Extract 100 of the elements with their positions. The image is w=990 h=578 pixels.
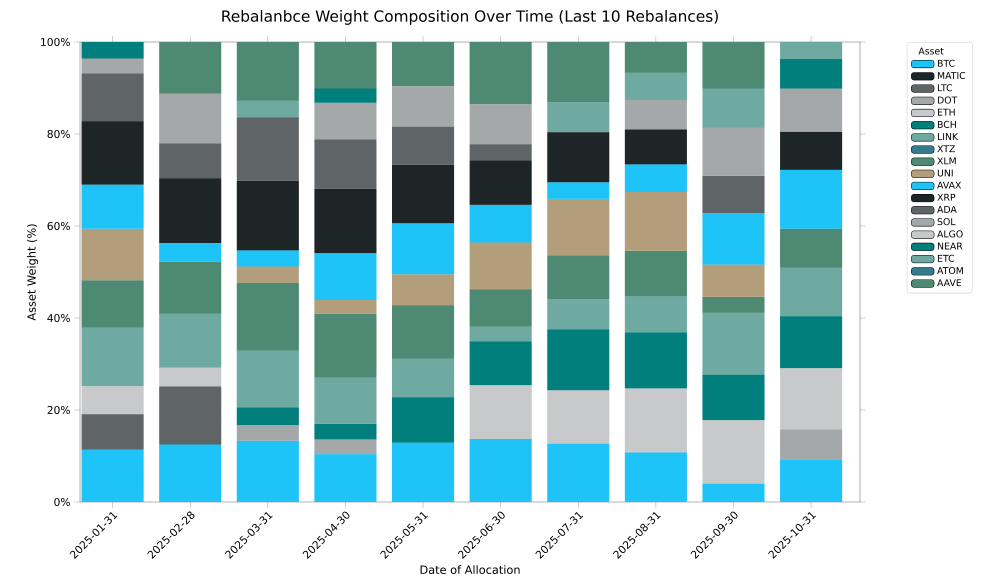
bar	[780, 59, 842, 89]
bar	[470, 342, 532, 386]
bar	[470, 144, 532, 160]
bar	[624, 73, 687, 100]
bar	[780, 460, 842, 502]
bar	[702, 264, 765, 298]
bar	[470, 160, 532, 206]
y-tick-label: 60%	[48, 222, 70, 230]
legend-label: XRP	[937, 194, 956, 201]
bar	[314, 188, 376, 254]
bar	[624, 192, 687, 252]
y-tick-label: 20%	[48, 406, 70, 414]
bar	[624, 42, 687, 74]
bar	[547, 182, 610, 200]
bar	[780, 88, 842, 132]
bar	[314, 378, 376, 424]
bar	[624, 388, 687, 453]
bar	[159, 178, 222, 244]
bar	[470, 290, 532, 327]
bar	[82, 450, 144, 502]
bar	[547, 199, 610, 256]
bar	[624, 296, 687, 332]
bar	[780, 42, 842, 60]
bar	[547, 102, 610, 132]
bar	[314, 300, 376, 314]
bar	[392, 86, 454, 127]
bar	[159, 368, 222, 387]
bar	[392, 305, 454, 359]
bar	[314, 440, 376, 454]
bar	[82, 280, 144, 328]
bar	[236, 266, 299, 284]
bar	[236, 441, 299, 502]
y-axis-title: Asset Weight (%)	[26, 224, 38, 321]
bar	[82, 121, 144, 185]
bar	[159, 444, 222, 502]
legend-label: UNI	[938, 170, 953, 177]
legend-label: ETC	[938, 255, 954, 262]
legend-label: XTZ	[937, 146, 955, 152]
bar	[314, 140, 376, 189]
chart-title: Rebalanbce Weight Composition Over Time (Last 10 Rebalances)	[222, 10, 718, 26]
bar	[624, 332, 687, 389]
bar	[780, 170, 842, 229]
y-tick-label: 80%	[48, 130, 70, 138]
bar	[624, 130, 687, 165]
bar	[236, 350, 299, 408]
legend-label: AVAX	[937, 182, 962, 189]
bar	[159, 314, 222, 368]
legend-label: SOL	[938, 218, 956, 226]
bar	[82, 58, 144, 74]
bar	[314, 424, 376, 440]
bar	[236, 250, 299, 267]
bar	[236, 425, 299, 442]
bar	[82, 184, 144, 229]
bar	[314, 42, 376, 89]
legend-label: NEAR	[938, 242, 962, 250]
legend-label: ATOM	[937, 267, 963, 274]
bar	[236, 283, 299, 351]
bar	[547, 256, 610, 300]
bar	[624, 164, 687, 192]
bar	[470, 385, 532, 440]
legend-label: DOT	[938, 96, 958, 104]
bar	[236, 181, 299, 251]
bar	[236, 118, 299, 182]
bar	[314, 253, 376, 300]
bar	[314, 314, 376, 378]
bar	[470, 326, 532, 342]
bar	[82, 328, 144, 386]
legend-label: BCH	[938, 121, 956, 128]
bar	[314, 88, 376, 103]
bar	[702, 420, 765, 484]
legend-label: MATIC	[938, 72, 966, 80]
y-tick-label: 0%	[54, 498, 70, 506]
legend-label: BTC	[938, 60, 955, 68]
bar	[780, 268, 842, 316]
bar	[780, 430, 842, 460]
bar	[547, 42, 610, 102]
bar	[702, 374, 765, 420]
bar	[547, 330, 610, 390]
bar	[236, 101, 299, 118]
bar	[159, 143, 222, 178]
bar	[159, 94, 222, 144]
bar	[624, 452, 687, 502]
legend-label: ADA	[937, 206, 957, 214]
bar	[780, 316, 842, 368]
bar	[236, 407, 299, 426]
bar	[159, 42, 222, 94]
bar	[159, 386, 222, 445]
bar	[470, 205, 532, 243]
bar	[82, 386, 144, 414]
bar	[702, 176, 765, 214]
bar	[392, 274, 454, 306]
bar	[547, 444, 610, 502]
legend-title: Asset	[918, 48, 944, 55]
legend-label: ALGO	[937, 230, 963, 238]
bar	[702, 213, 765, 265]
bar	[392, 358, 454, 398]
bar	[547, 299, 610, 330]
bar	[780, 368, 842, 430]
bar	[547, 390, 610, 444]
bar	[780, 132, 842, 170]
